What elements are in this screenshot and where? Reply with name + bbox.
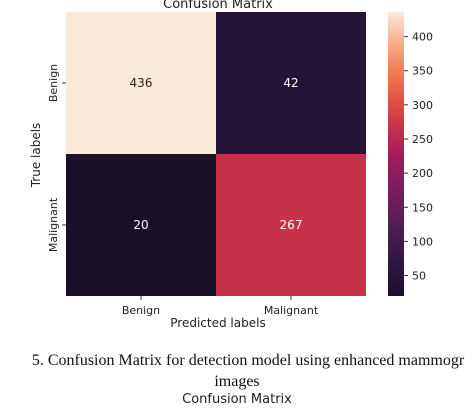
cell-value-label: 20 [133,218,148,232]
y-tick-labels: Benign Malignant [47,64,66,252]
colorbar-tick-label: 50 [412,270,426,283]
cell-value-label: 267 [280,218,303,232]
cell-value-label: 42 [283,76,298,90]
heatmap-cell [216,154,366,296]
figure-caption-line1: 5. Confusion Matrix for detection model … [31,352,465,369]
heatmap-cells: 436 42 20 267 [66,12,366,296]
colorbar-tick-label: 400 [412,31,433,44]
colorbar-ticks: 50 100 150 200 250 300 350 400 [404,31,433,283]
chart-title: Confusion Matrix [163,0,273,12]
x-tick-label: Benign [122,304,160,317]
heatmap-cell [216,12,366,154]
figure-caption-line2: images [214,373,260,390]
heatmap-cell [66,12,216,154]
next-figure-title: Confusion Matrix [182,392,292,407]
colorbar-tick-label: 250 [412,133,433,146]
colorbar [388,12,404,296]
x-tick-labels: Benign Malignant [122,296,319,317]
cell-value-label: 436 [130,76,153,90]
y-tick-label: Malignant [47,197,60,252]
y-tick-label: Benign [47,64,60,102]
x-tick-label: Malignant [264,304,319,317]
colorbar-tick-label: 100 [412,235,433,248]
x-axis-label: Predicted labels [170,316,265,330]
colorbar-tick-label: 350 [412,65,433,78]
colorbar-tick-label: 300 [412,99,433,112]
heatmap-cell [66,154,216,296]
colorbar-tick-label: 200 [412,167,433,180]
colorbar-tick-label: 150 [412,201,433,214]
y-axis-label: True labels [29,123,43,189]
